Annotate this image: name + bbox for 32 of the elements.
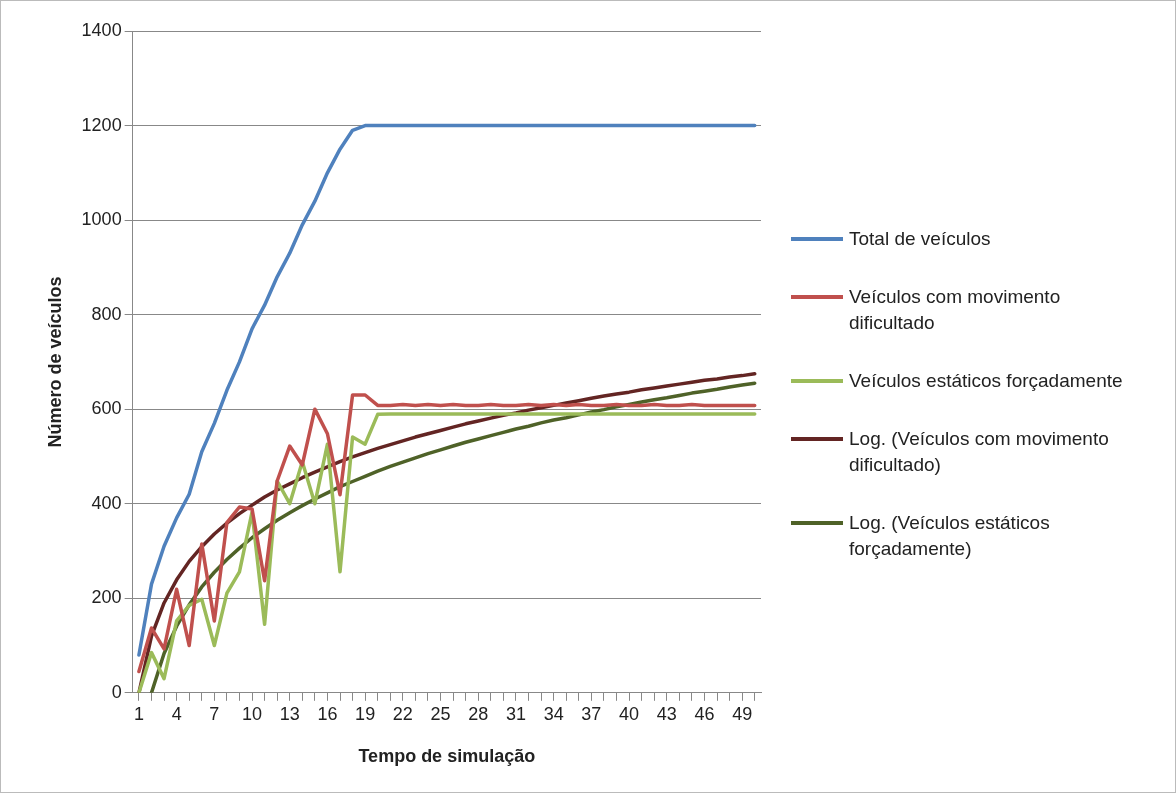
x-tick-label: 28 bbox=[468, 703, 489, 724]
x-tick-label: 49 bbox=[732, 703, 753, 724]
x-tick-label: 19 bbox=[355, 703, 376, 724]
y-tick-label: 800 bbox=[91, 303, 122, 324]
y-tick-label: 600 bbox=[91, 398, 122, 419]
x-tick-label: 34 bbox=[543, 703, 564, 724]
x-tick-label: 31 bbox=[505, 703, 526, 724]
x-tick-label: 40 bbox=[619, 703, 640, 724]
y-axis-title: Número de veículos bbox=[44, 276, 65, 448]
x-tick-label: 25 bbox=[430, 703, 451, 724]
x-tick-label: 46 bbox=[694, 703, 715, 724]
x-tick-label: 7 bbox=[209, 703, 220, 724]
x-tick-label: 43 bbox=[656, 703, 677, 724]
legend-label: Log. (Veículos com movimento dificultado) bbox=[849, 427, 1110, 477]
y-tick-label: 200 bbox=[91, 587, 122, 608]
x-tick-label: 37 bbox=[581, 703, 602, 724]
legend-label: Total de veículos bbox=[849, 227, 991, 251]
legend-label: Veículos estáticos forçadamente bbox=[849, 369, 1123, 393]
x-tick-label: 10 bbox=[242, 703, 263, 724]
y-tick-label: 400 bbox=[91, 492, 122, 513]
x-tick-label: 13 bbox=[279, 703, 300, 724]
x-tick-label: 4 bbox=[171, 703, 182, 724]
x-tick-label: 16 bbox=[317, 703, 338, 724]
y-tick-label: 1400 bbox=[81, 19, 122, 40]
y-tick-label: 1000 bbox=[81, 209, 122, 230]
y-tick-label: 1200 bbox=[81, 114, 122, 135]
x-axis-title: Tempo de simulação bbox=[358, 746, 536, 767]
x-tick-label: 22 bbox=[392, 703, 413, 724]
x-tick-label: 1 bbox=[133, 703, 144, 724]
legend-label: Log. (Veículos estáticos forçadamente) bbox=[849, 511, 1051, 561]
y-tick-label: 0 bbox=[111, 681, 122, 702]
legend-label: Veículos com movimento dificultado bbox=[849, 285, 1062, 335]
